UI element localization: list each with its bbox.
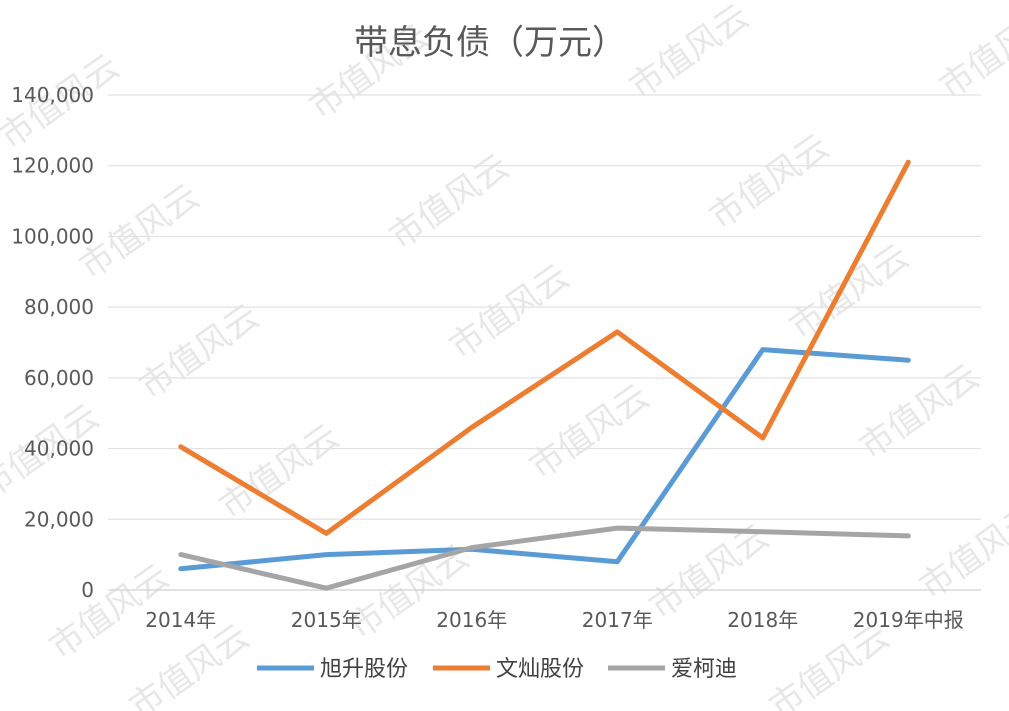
legend-label: 爱柯迪	[671, 657, 737, 682]
gridlines	[108, 94, 981, 591]
watermark-text: 市值风云	[932, 0, 1009, 107]
watermark-text: 市值风云	[702, 127, 836, 238]
watermark-text: 市值风云	[622, 0, 756, 107]
y-tick-label: 40,000	[24, 437, 94, 461]
y-tick-label: 120,000	[11, 154, 94, 178]
series-lines	[178, 159, 911, 591]
watermark-text: 市值风云	[442, 257, 576, 368]
legend-label: 旭升股份	[320, 657, 408, 682]
x-tick-label: 2019年中报	[853, 608, 964, 632]
y-axis-ticks: 0 20,000 40,000 60,000 80,000 100,000 120,000 1…	[11, 83, 94, 602]
chart-title: 带息负债（万元）	[354, 23, 626, 63]
watermark-text: 市值风云	[782, 237, 916, 348]
y-tick-label: 80,000	[24, 295, 94, 319]
watermark-text: 市值风云	[382, 147, 516, 258]
y-tick-label: 100,000	[11, 224, 94, 248]
y-tick-label: 60,000	[24, 366, 94, 390]
series-line	[178, 159, 911, 536]
y-tick-label: 20,000	[24, 507, 94, 531]
legend: 旭升股份 文灿股份 爱柯迪	[257, 657, 737, 682]
y-tick-label: 0	[81, 578, 94, 602]
series-line	[178, 525, 911, 591]
watermark-text: 市值风云	[852, 357, 986, 468]
watermark-text: 市值风云	[522, 377, 656, 488]
x-tick-label: 2017年	[582, 608, 653, 632]
watermark-text: 市值风云	[912, 497, 1009, 608]
x-tick-label: 2014年	[145, 608, 216, 632]
x-tick-label: 2015年	[291, 608, 362, 632]
watermark-text: 市值风云	[132, 297, 266, 408]
watermark-text: 市值风云	[212, 417, 346, 528]
legend-label: 文灿股份	[496, 657, 584, 682]
y-tick-label: 140,000	[11, 83, 94, 107]
x-tick-label: 2016年	[436, 608, 507, 632]
x-tick-label: 2018年	[727, 608, 798, 632]
x-axis-ticks: 2014年 2015年 2016年 2017年 2018年 2019年中报	[145, 608, 963, 632]
series-line	[178, 347, 911, 572]
